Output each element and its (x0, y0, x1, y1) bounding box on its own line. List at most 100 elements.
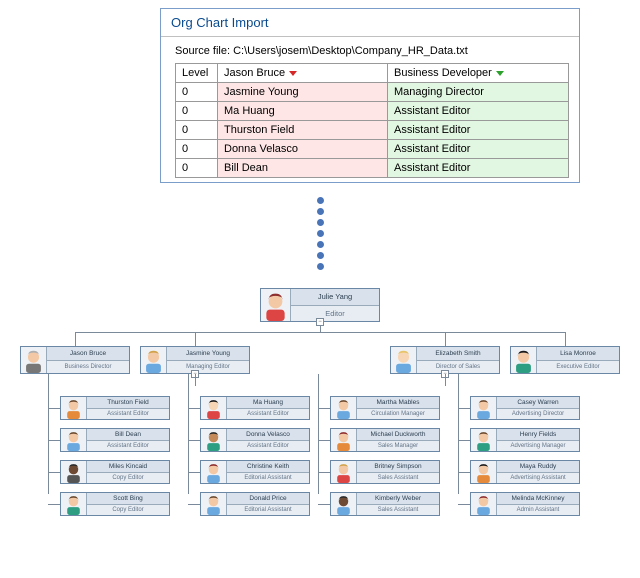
org-node-leaf[interactable]: Ma HuangAssistant Editor (200, 396, 310, 420)
node-role: Assistant Editor (87, 441, 169, 452)
avatar (391, 347, 417, 373)
avatar-icon (61, 461, 86, 483)
node-name: Thurston Field (87, 397, 169, 409)
node-role: Editor (291, 306, 379, 322)
org-node-leaf[interactable]: Casey WarrenAdvertising Director (470, 396, 580, 420)
source-file-label: Source file: C:\Users\josem\Desktop\Comp… (161, 37, 579, 63)
node-role: Executive Editor (537, 361, 619, 374)
org-node-manager[interactable]: Lisa MonroeExecutive Editor (510, 346, 620, 374)
node-role: Admin Assistant (497, 505, 579, 516)
node-role: Editorial Assistant (227, 505, 309, 516)
collapse-icon[interactable]: − (316, 318, 324, 326)
node-name: Bill Dean (87, 429, 169, 441)
avatar (471, 493, 497, 515)
avatar (141, 347, 167, 373)
avatar-icon (331, 461, 356, 483)
org-node-leaf[interactable]: Henry FieldsAdvertising Manager (470, 428, 580, 452)
node-name: Melinda McKinney (497, 493, 579, 505)
avatar-icon (201, 461, 226, 483)
cell-name: Thurston Field (218, 121, 388, 140)
avatar (471, 429, 497, 451)
org-node-root[interactable]: Julie YangEditor (260, 288, 380, 322)
org-node-leaf[interactable]: Michael DuckworthSales Manager (330, 428, 440, 452)
avatar (201, 429, 227, 451)
cell-name: Jasmine Young (218, 83, 388, 102)
node-name: Jasmine Young (167, 347, 249, 361)
avatar (511, 347, 537, 373)
node-name: Maya Ruddy (497, 461, 579, 473)
avatar (331, 461, 357, 483)
org-node-leaf[interactable]: Donna VelascoAssistant Editor (200, 428, 310, 452)
connector-dots (0, 183, 640, 288)
avatar (201, 461, 227, 483)
org-node-manager[interactable]: Jason BruceBusiness Director (20, 346, 130, 374)
node-role: Copy Editor (87, 505, 169, 516)
node-role: Copy Editor (87, 473, 169, 484)
org-node-leaf[interactable]: Donald PriceEditorial Assistant (200, 492, 310, 516)
dialog-title: Org Chart Import (161, 9, 579, 37)
avatar-icon (391, 347, 416, 373)
cell-level: 0 (176, 159, 218, 178)
cell-level: 0 (176, 140, 218, 159)
cell-level: 0 (176, 121, 218, 140)
col-header-level[interactable]: Level (176, 64, 218, 83)
cell-level: 0 (176, 102, 218, 121)
org-node-leaf[interactable]: Melinda McKinneyAdmin Assistant (470, 492, 580, 516)
node-role: Assistant Editor (87, 409, 169, 420)
node-role: Sales Manager (357, 441, 439, 452)
table-row[interactable]: 0Thurston FieldAssistant Editor (176, 121, 569, 140)
avatar (61, 461, 87, 483)
org-node-leaf[interactable]: Martha MablesCirculation Manager (330, 396, 440, 420)
avatar-icon (331, 493, 356, 515)
org-node-leaf[interactable]: Britney SimpsonSales Assistant (330, 460, 440, 484)
dropdown-icon[interactable] (289, 71, 297, 76)
node-name: Lisa Monroe (537, 347, 619, 361)
avatar (201, 493, 227, 515)
node-role: Sales Assistant (357, 505, 439, 516)
table-row[interactable]: 0Jasmine YoungManaging Director (176, 83, 569, 102)
org-node-leaf[interactable]: Thurston FieldAssistant Editor (60, 396, 170, 420)
org-node-leaf[interactable]: Scott BingCopy Editor (60, 492, 170, 516)
node-name: Donna Velasco (227, 429, 309, 441)
node-name: Kimberly Weber (357, 493, 439, 505)
node-role: Director of Sales (417, 361, 499, 374)
avatar (471, 397, 497, 419)
node-role: Editorial Assistant (227, 473, 309, 484)
avatar-icon (471, 493, 496, 515)
org-node-leaf[interactable]: Kimberly WeberSales Assistant (330, 492, 440, 516)
avatar (201, 397, 227, 419)
cell-role: Assistant Editor (388, 159, 569, 178)
avatar-icon (331, 397, 356, 419)
avatar (61, 493, 87, 515)
dropdown-icon[interactable] (496, 71, 504, 76)
avatar-icon (61, 493, 86, 515)
cell-role: Managing Director (388, 83, 569, 102)
node-role: Assistant Editor (227, 409, 309, 420)
avatar (261, 289, 291, 321)
col-header-name[interactable]: Jason Bruce (218, 64, 388, 83)
node-name: Michael Duckworth (357, 429, 439, 441)
table-row[interactable]: 0Bill DeanAssistant Editor (176, 159, 569, 178)
table-row[interactable]: 0Donna VelascoAssistant Editor (176, 140, 569, 159)
table-row[interactable]: 0Ma HuangAssistant Editor (176, 102, 569, 121)
cell-role: Assistant Editor (388, 121, 569, 140)
avatar (471, 461, 497, 483)
avatar-icon (21, 347, 46, 373)
node-name: Henry Fields (497, 429, 579, 441)
cell-level: 0 (176, 83, 218, 102)
avatar-icon (471, 429, 496, 451)
node-name: Christine Keith (227, 461, 309, 473)
org-node-leaf[interactable]: Christine KeithEditorial Assistant (200, 460, 310, 484)
node-role: Assistant Editor (227, 441, 309, 452)
node-role: Advertising Manager (497, 441, 579, 452)
org-node-leaf[interactable]: Maya RuddyAdvertising Assistant (470, 460, 580, 484)
avatar (331, 397, 357, 419)
cell-role: Assistant Editor (388, 102, 569, 121)
avatar (21, 347, 47, 373)
org-node-leaf[interactable]: Miles KincaidCopy Editor (60, 460, 170, 484)
org-node-leaf[interactable]: Bill DeanAssistant Editor (60, 428, 170, 452)
import-table: Level Jason Bruce Business Developer 0Ja… (175, 63, 569, 178)
avatar-icon (201, 493, 226, 515)
col-header-role[interactable]: Business Developer (388, 64, 569, 83)
node-name: Ma Huang (227, 397, 309, 409)
